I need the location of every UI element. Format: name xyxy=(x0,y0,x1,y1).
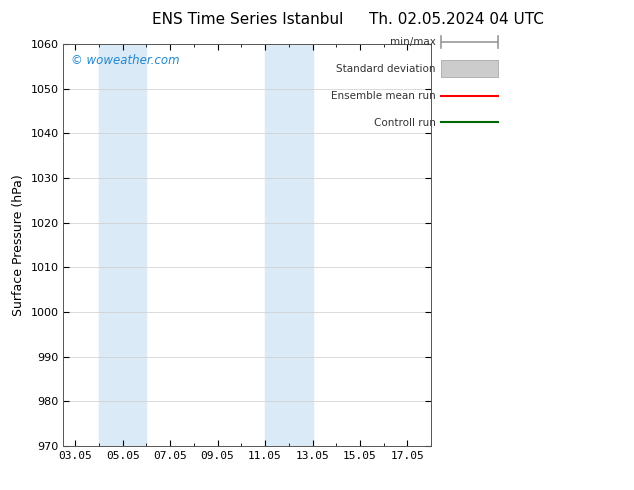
Text: min/max: min/max xyxy=(390,37,436,47)
Text: Th. 02.05.2024 04 UTC: Th. 02.05.2024 04 UTC xyxy=(369,12,544,27)
Y-axis label: Surface Pressure (hPa): Surface Pressure (hPa) xyxy=(12,174,25,316)
Bar xyxy=(265,44,313,446)
Text: Standard deviation: Standard deviation xyxy=(336,64,436,74)
Text: Controll run: Controll run xyxy=(373,118,436,127)
Text: Ensemble mean run: Ensemble mean run xyxy=(331,91,436,100)
Text: ENS Time Series Istanbul: ENS Time Series Istanbul xyxy=(152,12,343,27)
Bar xyxy=(99,44,146,446)
Text: © woweather.com: © woweather.com xyxy=(71,54,179,67)
